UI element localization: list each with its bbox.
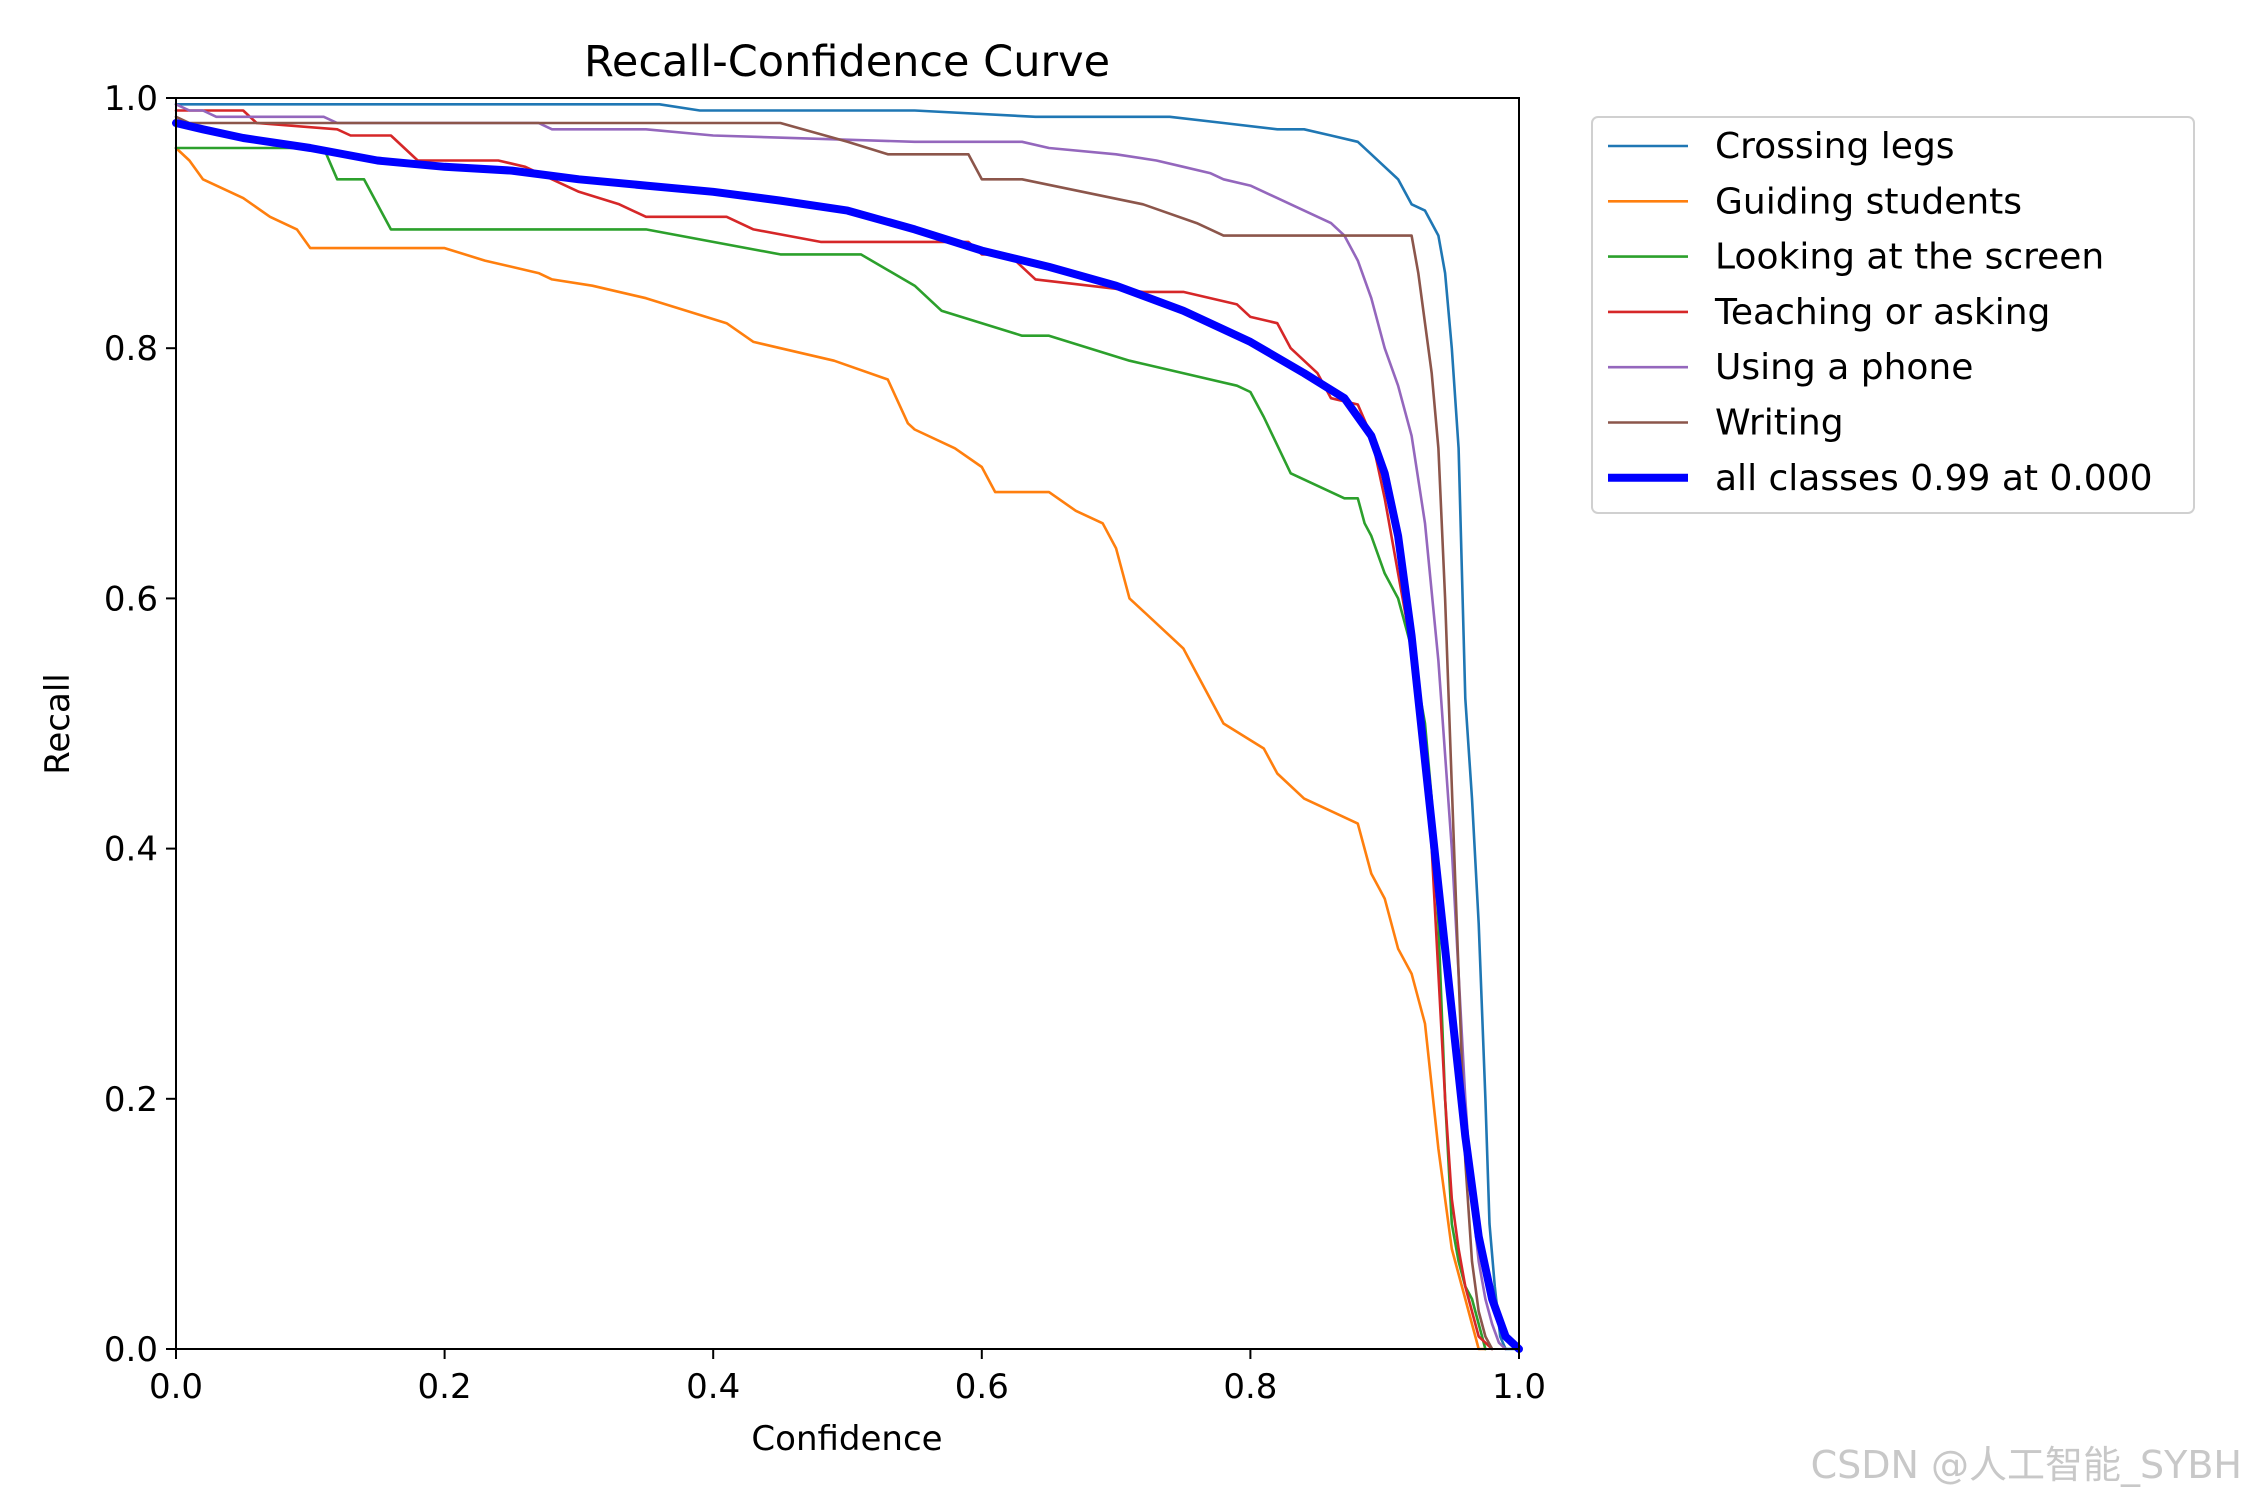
legend-label-6: all classes 0.99 at 0.000 [1715, 458, 2153, 499]
y-axis-label: Recall [38, 673, 78, 774]
x-tick-label: 0.6 [955, 1367, 1009, 1407]
legend: Crossing legs Guiding students Looking at … [1591, 116, 2195, 514]
y-tick-label: 0.2 [104, 1080, 158, 1120]
y-tick-label: 0.4 [104, 830, 158, 870]
x-tick-label: 0.8 [1223, 1367, 1277, 1407]
y-tick-label: 0.0 [104, 1330, 158, 1370]
series-line-0 [174, 103, 1521, 1351]
plot-area [172, 103, 1523, 1353]
y-tick-label: 0.8 [104, 329, 158, 369]
series-line-4 [174, 103, 1507, 1351]
legend-label-2: Looking at the screen [1715, 237, 2104, 278]
legend-label-0: Crossing legs [1715, 126, 1955, 167]
series-line-1 [174, 146, 1487, 1351]
series-line-5 [174, 115, 1494, 1351]
x-tick-label: 1.0 [1492, 1367, 1546, 1407]
watermark-text: CSDN @人工智能_SYBH [1811, 1443, 2242, 1487]
axes [175, 97, 1520, 1350]
axis-ticks: 0.0 0.2 0.4 0.6 0.8 1.0 0.0 0.2 0.4 0.6 0.8 1.0 [104, 79, 1546, 1407]
series-line-2 [174, 146, 1487, 1351]
legend-label-5: Writing [1715, 403, 1844, 444]
series-line-3 [174, 109, 1494, 1351]
y-tick-label: 0.6 [104, 579, 158, 619]
legend-label-3: Teaching or asking [1714, 292, 2050, 333]
legend-box [1591, 116, 2195, 514]
plot-frame [175, 97, 1520, 1350]
x-tick-label: 0.2 [418, 1367, 472, 1407]
legend-label-1: Guiding students [1715, 181, 2022, 222]
x-tick-label: 0.4 [686, 1367, 740, 1407]
x-axis-label: Confidence [751, 1419, 942, 1459]
x-tick-label: 0.0 [149, 1367, 203, 1407]
legend-label-4: Using a phone [1715, 347, 1973, 388]
y-tick-label: 1.0 [104, 79, 158, 119]
chart-title: Recall-Confidence Curve [584, 37, 1110, 87]
series-line-6 [172, 119, 1523, 1353]
